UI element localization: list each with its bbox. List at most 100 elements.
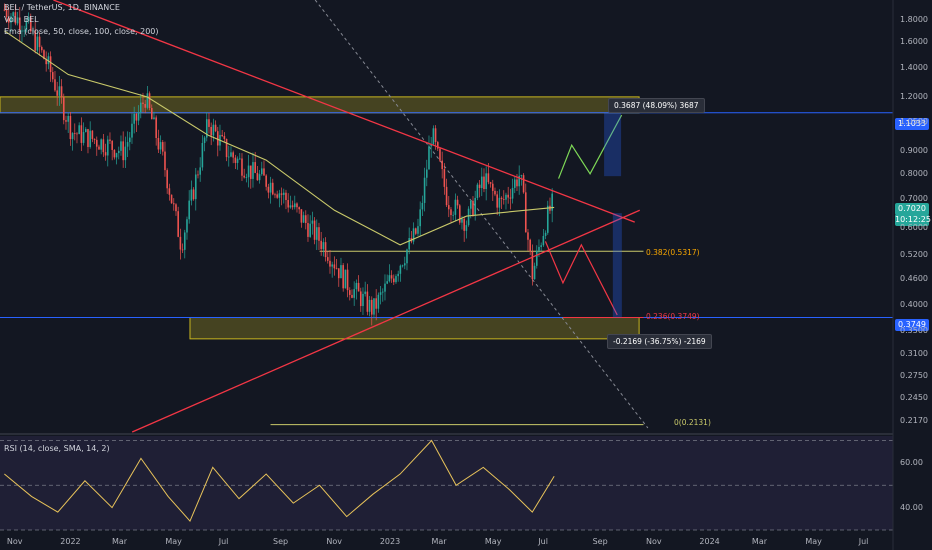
candle-body [265,175,267,187]
candle-body [381,291,384,293]
rsi-legend: RSI (14, close, SMA, 14, 2) [4,444,110,453]
candle-body [408,238,410,250]
candle-body [258,174,261,181]
price-axis-label: 0.3500 [900,325,928,335]
candle-body [476,184,479,198]
candle-body [148,93,151,108]
candle-body [397,273,399,277]
triangle-pattern [53,0,640,433]
candle-body [298,207,300,210]
ema-50-line [4,30,555,246]
candle-body [518,175,520,187]
candle-body [236,158,239,163]
candle-body [489,182,492,184]
candle-body [252,162,254,179]
callout-up: 0.3687 (48.09%) 3687 [608,98,705,113]
candle-body [469,200,472,209]
candle-body [271,182,274,195]
candle-body [5,9,8,18]
candle-body [139,102,142,113]
candle-body [168,188,171,195]
candle-body [544,232,547,236]
candle-body [278,193,281,198]
candle-body [150,107,153,120]
candle-body [175,204,177,212]
candle-body [516,179,518,187]
candle-body [337,268,340,279]
projection-box-down [612,213,622,318]
candle-body [84,129,87,133]
candle-body [67,116,69,122]
price-axis-label: 0.2170 [900,416,928,426]
time-axis-label: Nov [645,537,662,546]
candle-body [89,130,91,148]
price-axis-label: 1.2000 [900,91,928,101]
candle-body [172,203,175,205]
candle-body [320,240,322,250]
candle-body [423,177,426,203]
candle-body [18,17,21,31]
dotted-trend [314,0,649,429]
candle-body [36,36,39,51]
candle-body [439,148,441,161]
candle-body [142,102,144,105]
candle-body [527,232,529,240]
candle-body [234,157,237,163]
price-axis-label: 0.8000 [900,168,928,178]
candle-body [346,269,349,291]
candle-body [80,125,83,143]
candle-body [302,215,305,223]
candle-body [401,265,404,267]
candle-body [483,176,485,190]
candle-body [377,294,380,309]
candle-body [133,113,135,124]
time-axis-label: 2024 [699,537,720,546]
candle-body [249,165,252,179]
candle-body [311,220,314,224]
candle-body [238,158,241,160]
candle-body [474,197,476,216]
candle-body [509,197,512,199]
candle-body [430,144,432,147]
price-axis-label: 0.5200 [900,250,928,260]
candle-body [331,264,333,267]
candle-body [414,228,417,234]
time-axis-label: Jul [538,537,548,546]
price-axis-label: 1.4000 [900,62,928,72]
rsi-axis-label: 60.00 [900,457,923,467]
candle-body [177,211,179,237]
candle-body [113,149,116,158]
candle-body [353,289,355,298]
candle-body [267,186,270,193]
candle-body [232,152,234,158]
candle-body [21,30,23,32]
candle-body [357,282,360,292]
candle-body [447,205,450,210]
candle-body [496,194,498,208]
candle-body [102,139,105,153]
candle-body [340,265,342,279]
candle-body [313,220,316,240]
candle-body [485,173,487,190]
legend-volume: Vol · BEL [4,15,39,24]
candle-body [117,150,120,154]
candle-body [384,283,386,292]
time-axis-label: Jul [858,537,869,546]
candles [3,3,553,326]
arrow-up [558,114,623,179]
price-axis-label: 0.4000 [900,300,928,310]
candle-body [225,139,228,158]
candle-body [441,160,443,170]
candle-body [329,260,331,267]
candle-body [179,236,182,250]
arrow-down [544,241,618,316]
price-axis-label: 1.8000 [900,14,928,24]
candle-body [164,151,166,171]
candle-body [161,142,164,152]
price-axis-label: 0.7000 [900,194,928,204]
candle-body [260,168,263,175]
candle-body [157,138,160,150]
candle-body [386,281,388,284]
candle-body [128,137,131,143]
